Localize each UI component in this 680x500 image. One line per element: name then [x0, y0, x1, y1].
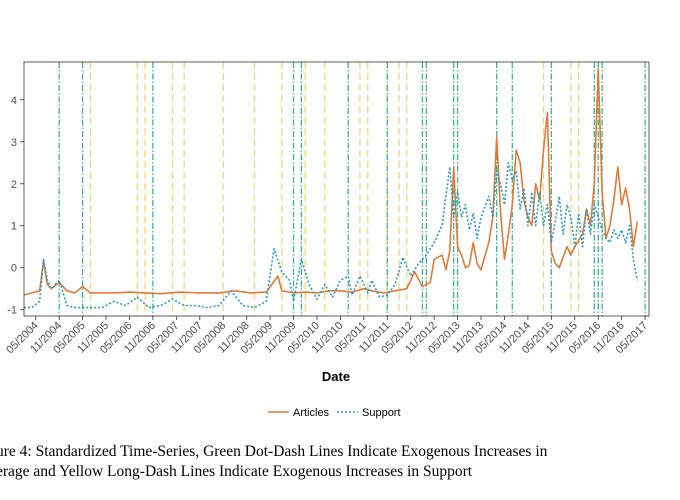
x-axis: 05/200411/200405/200511/200505/200611/20…	[4, 316, 650, 356]
legend-support-label: Support	[362, 407, 401, 419]
y-tick-label: -1	[7, 305, 17, 317]
y-tick-label: 0	[11, 263, 17, 275]
support-series-line	[24, 162, 639, 309]
figure-caption: ure 4: Standardized Time-Series, Green D…	[0, 442, 680, 482]
series-lines	[23, 67, 639, 309]
y-tick-label: 3	[11, 137, 17, 149]
legend-articles-label: Articles	[293, 407, 330, 419]
time-series-chart: -1 0 1 2 3 4 05/200411/200405/200511/200505/2…	[4, 61, 650, 419]
y-tick-label: 1	[11, 221, 17, 233]
legend: Articles Support	[268, 407, 401, 419]
y-axis: -1 0 1 2 3 4	[7, 95, 24, 317]
y-tick-label: 4	[11, 95, 17, 107]
x-axis-title: Date	[322, 369, 350, 384]
y-tick-label: 2	[11, 179, 17, 191]
caption-line-2: erage and Yellow Long-Dash Lines Indicat…	[0, 463, 473, 480]
exogenous-increase-markers	[58, 62, 646, 316]
caption-line-1: ure 4: Standardized Time-Series, Green D…	[0, 443, 548, 460]
articles-series-line	[23, 67, 639, 296]
plot-frame	[23, 61, 650, 317]
